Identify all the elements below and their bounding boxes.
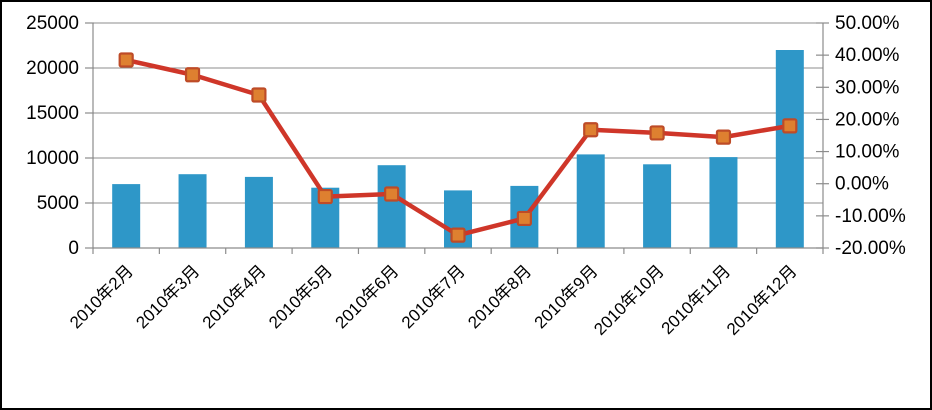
data-point-marker-2010年7月 [450,227,466,243]
x-axis-label: 2010年8月 [464,261,535,332]
x-axis-label: 2010年5月 [265,261,336,332]
bar-2010年4月 [244,176,273,248]
x-axis-label: 2010年10月 [590,261,668,339]
y-axis-right-label: 30.00% [835,77,900,98]
y-axis-left-label: 15000 [26,103,79,124]
data-point-marker-2010年4月 [251,87,267,103]
y-axis-right-label: -10.00% [835,206,906,227]
data-point-marker-2010年8月 [516,210,532,227]
data-point-marker-2010年6月 [384,186,400,202]
y-axis-left-label: 25000 [26,13,79,34]
bar-2010年12月 [775,50,804,248]
data-point-marker-2010年2月 [118,52,134,68]
x-axis-label: 2010年2月 [66,261,137,332]
bar-2010年6月 [377,165,406,248]
x-axis-label: 2010年12月 [723,261,801,339]
bar-2010年2月 [112,184,141,248]
data-point-marker-2010年5月 [317,188,333,205]
data-point-marker-2010年10月 [649,125,665,141]
y-axis-right-label: 10.00% [835,142,900,163]
y-axis-left-label: 20000 [26,58,79,79]
bar-2010年11月 [709,157,738,248]
data-point-marker-2010年11月 [715,129,732,145]
data-point-marker-2010年9月 [583,122,599,138]
y-axis-right-label: 20.00% [835,109,900,130]
x-axis-label: 2010年6月 [332,261,403,332]
bar-2010年9月 [576,154,605,248]
x-axis-label: 2010年9月 [531,261,602,332]
data-point-marker-2010年12月 [782,118,798,134]
bar-2010年3月 [178,174,207,248]
x-axis-label: 2010年7月 [398,261,469,332]
y-axis-right-label: 40.00% [835,45,900,66]
x-axis-label: 2010年4月 [199,261,270,332]
y-axis-left-label: 0 [68,238,79,259]
y-axis-right-label: 50.00% [835,13,900,34]
y-axis-left-label: 10000 [26,148,79,169]
y-axis-right-label: -20.00% [835,238,906,259]
data-point-marker-2010年3月 [184,67,201,83]
y-axis-left-label: 5000 [37,193,79,214]
bar-2010年10月 [643,164,672,248]
y-axis-right-label: 0.00% [835,174,889,195]
x-axis-label: 2010年3月 [132,261,203,332]
